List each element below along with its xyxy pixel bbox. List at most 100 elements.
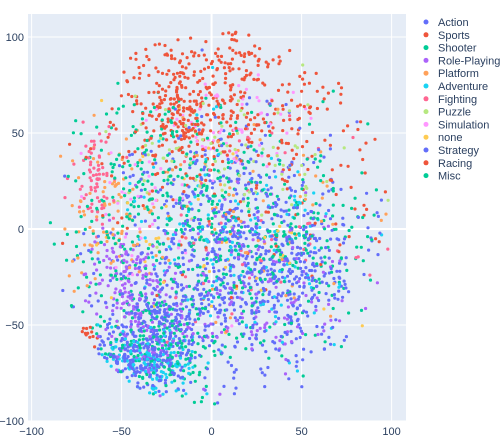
data-point	[302, 228, 306, 232]
data-point	[126, 345, 130, 349]
data-point	[169, 195, 173, 199]
data-point	[210, 186, 214, 190]
data-point	[246, 204, 250, 208]
data-point	[259, 278, 263, 282]
data-point	[212, 168, 216, 172]
legend-item[interactable]: Puzzle	[423, 107, 472, 119]
data-point	[151, 383, 155, 388]
data-point	[229, 274, 233, 278]
data-point	[154, 272, 158, 276]
legend-item[interactable]: Racing	[423, 158, 473, 170]
data-point	[288, 267, 292, 271]
legend-item[interactable]: Simulation	[423, 119, 490, 131]
data-point	[154, 117, 159, 121]
data-point	[203, 153, 207, 157]
data-point	[154, 161, 158, 165]
data-point	[288, 163, 292, 167]
data-point	[205, 392, 209, 396]
data-point	[125, 332, 129, 336]
data-point	[80, 330, 84, 334]
data-point	[175, 87, 179, 91]
data-point	[90, 202, 94, 206]
data-point	[118, 289, 123, 293]
data-point	[229, 88, 233, 92]
data-point	[199, 297, 203, 301]
data-point	[219, 207, 224, 211]
data-point	[188, 176, 192, 180]
data-point	[206, 291, 210, 295]
data-point	[331, 222, 335, 226]
data-point	[114, 269, 118, 273]
data-point	[313, 246, 317, 250]
data-point	[92, 143, 97, 147]
data-point	[199, 69, 203, 73]
data-point	[83, 299, 88, 303]
data-point	[161, 370, 165, 375]
data-point	[279, 208, 283, 212]
data-point	[165, 217, 169, 221]
legend-item[interactable]: Action	[423, 17, 469, 29]
data-point	[306, 276, 311, 280]
legend-item[interactable]: Shooter	[423, 43, 477, 55]
data-point	[192, 155, 196, 159]
data-point	[209, 129, 213, 133]
data-point	[191, 322, 195, 326]
legend-item[interactable]: none	[423, 132, 463, 144]
data-point	[139, 252, 143, 256]
data-point	[280, 257, 284, 261]
data-point	[278, 224, 282, 228]
data-point	[189, 202, 193, 206]
legend-item[interactable]: Misc	[423, 171, 462, 183]
data-point	[96, 160, 100, 164]
data-point	[170, 324, 174, 328]
data-point	[182, 322, 186, 327]
data-point	[261, 199, 265, 203]
legend-item[interactable]: Sports	[423, 30, 471, 42]
data-point	[243, 52, 247, 56]
data-point	[122, 309, 126, 313]
data-point	[140, 117, 144, 121]
data-point	[143, 219, 147, 223]
legend-item[interactable]: Adventure	[423, 81, 489, 93]
data-point	[124, 137, 128, 141]
data-point	[198, 90, 202, 94]
data-point	[290, 203, 294, 207]
legend-item[interactable]: Role-Playing	[423, 55, 500, 67]
data-point	[169, 119, 173, 123]
data-point	[160, 71, 165, 75]
data-point	[312, 311, 316, 315]
data-point	[111, 227, 115, 231]
data-point	[256, 306, 260, 310]
data-point	[135, 385, 140, 389]
legend[interactable]: ActionSportsShooterRole-PlayingPlatformA…	[423, 17, 500, 183]
data-point	[127, 312, 131, 316]
data-point	[213, 214, 217, 218]
data-point	[250, 255, 254, 259]
data-point	[211, 146, 215, 150]
legend-item[interactable]: Strategy	[423, 145, 480, 157]
data-point	[127, 149, 131, 154]
data-point	[162, 280, 166, 284]
data-point	[180, 235, 184, 239]
data-point	[218, 131, 222, 135]
data-point	[181, 224, 186, 228]
data-point	[133, 215, 137, 219]
data-point	[178, 356, 183, 360]
data-point	[269, 272, 273, 276]
data-point	[147, 160, 151, 164]
data-point	[268, 277, 272, 281]
data-point	[157, 236, 161, 240]
data-point	[219, 308, 223, 312]
legend-item[interactable]: Fighting	[423, 94, 478, 106]
data-point	[195, 174, 199, 178]
data-point	[124, 347, 128, 351]
data-point	[213, 252, 217, 256]
data-point	[212, 280, 216, 284]
data-point	[99, 240, 103, 244]
data-point	[239, 90, 243, 94]
data-point	[219, 60, 223, 64]
data-point	[305, 230, 309, 234]
data-point	[151, 244, 155, 248]
data-point	[126, 201, 130, 205]
legend-item[interactable]: Platform	[423, 68, 479, 80]
